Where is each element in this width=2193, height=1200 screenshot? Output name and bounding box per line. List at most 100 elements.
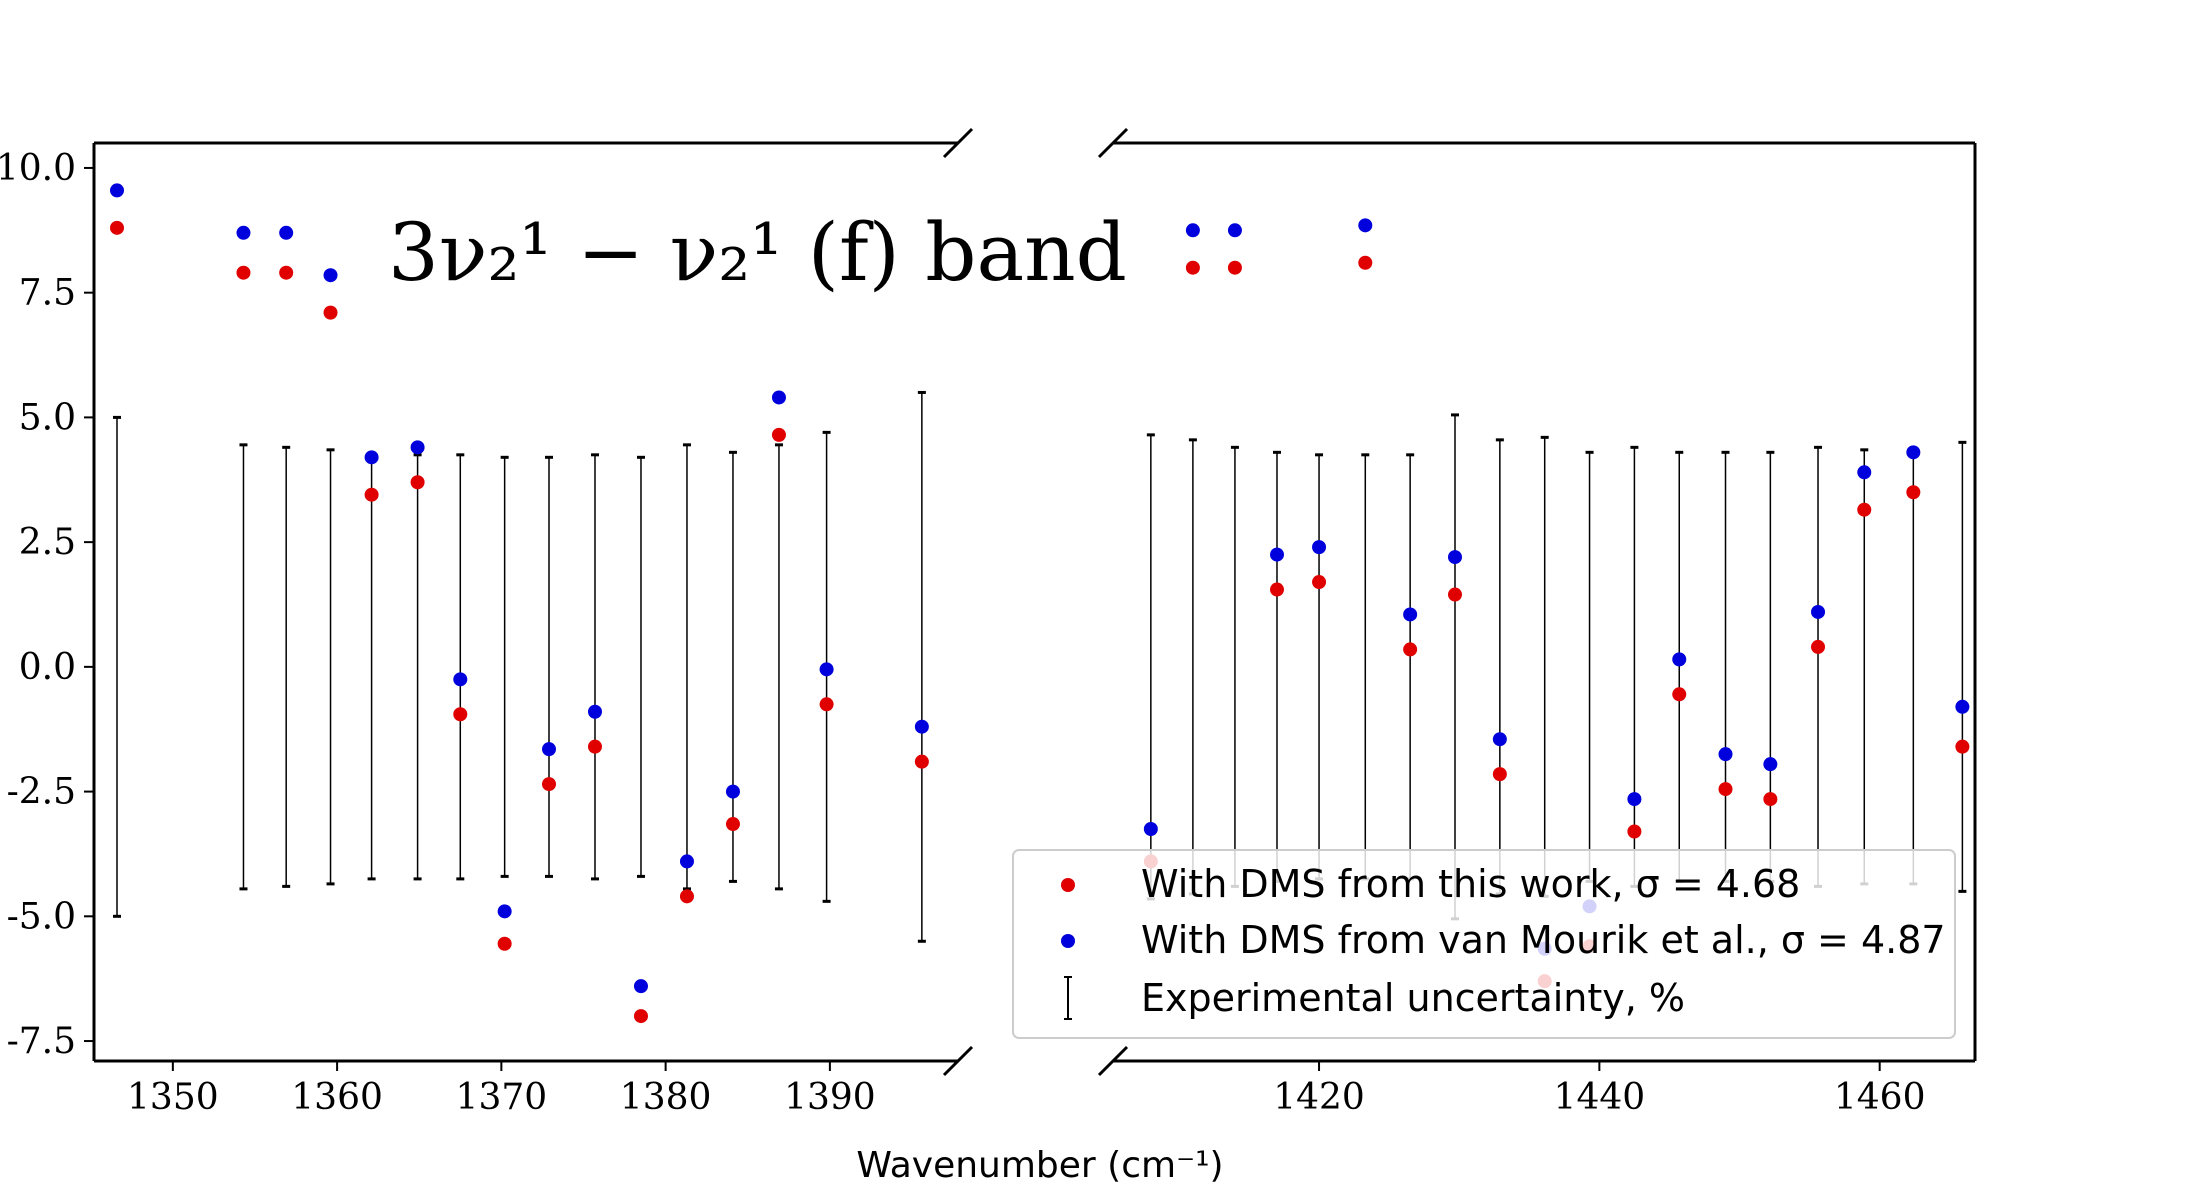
point-van-mourik (633, 979, 648, 994)
legend-marker-van-mourik (1061, 934, 1075, 948)
point-van-mourik (819, 662, 834, 677)
error-bar (1675, 450, 1684, 883)
point-van-mourik (410, 440, 425, 455)
error-bar (1540, 435, 1549, 898)
x-tick-label: 1390 (784, 1077, 876, 1118)
point-van-mourik (725, 784, 740, 799)
error-bar (456, 453, 465, 881)
point-van-mourik (1143, 822, 1158, 837)
point-van-mourik (1185, 223, 1200, 238)
point-this-work (1811, 639, 1826, 654)
error-bar (112, 415, 121, 918)
error-bar (1450, 413, 1459, 921)
error-bar (326, 448, 335, 886)
error-bar (367, 453, 376, 881)
point-this-work (1269, 582, 1284, 597)
y-tick-label: 10.0 (0, 148, 76, 189)
x-tick-label: 1380 (620, 1077, 712, 1118)
error-bar (500, 455, 509, 878)
y-tick-label: 2.5 (19, 522, 76, 563)
point-van-mourik (236, 225, 251, 240)
point-van-mourik (1269, 547, 1284, 562)
point-this-work (1857, 502, 1872, 517)
point-van-mourik (453, 672, 468, 687)
x-tick-label: 1420 (1273, 1077, 1365, 1118)
point-this-work (1358, 255, 1373, 270)
y-tick-label: -5.0 (7, 896, 76, 937)
error-bar (1188, 438, 1197, 896)
point-van-mourik (771, 390, 786, 405)
error-bar (1361, 453, 1370, 881)
legend-box (1012, 849, 1956, 1039)
point-van-mourik (1627, 792, 1642, 807)
y-tick-label: 0.0 (19, 647, 76, 688)
point-van-mourik (679, 854, 694, 869)
break-mark (942, 1045, 974, 1077)
point-van-mourik (364, 450, 379, 465)
point-this-work (541, 777, 556, 792)
point-this-work (236, 265, 251, 280)
y-tick-label: -2.5 (7, 772, 76, 813)
x-tick-label: 1440 (1554, 1077, 1646, 1118)
point-van-mourik (323, 268, 338, 283)
point-this-work (679, 889, 694, 904)
point-this-work (1955, 739, 1970, 754)
y-tick-label: 5.0 (19, 397, 76, 438)
point-van-mourik (1492, 732, 1507, 747)
error-bar (682, 443, 691, 891)
error-bar (1230, 445, 1239, 888)
break-mark (942, 127, 974, 159)
error-bar (1272, 450, 1281, 883)
error-bar (544, 455, 553, 878)
point-van-mourik (541, 742, 556, 757)
point-van-mourik (1227, 223, 1242, 238)
left-panel: 1350 1360 1370 1380 1390 -7.5 -5.0 -2.5 0.0 2.5 5.… (0, 141, 958, 1118)
error-bar (917, 390, 926, 943)
point-this-work (364, 487, 379, 502)
point-this-work (1312, 575, 1327, 590)
error-bar (590, 453, 599, 881)
point-this-work (725, 817, 740, 832)
y-tick-label: -7.5 (7, 1021, 76, 1062)
point-van-mourik (1857, 465, 1872, 480)
point-van-mourik (1447, 550, 1462, 565)
error-bar (1909, 448, 1918, 886)
point-this-work (453, 707, 468, 722)
right-panel: 1420 1440 1460 (1113, 141, 1977, 1118)
point-this-work (497, 936, 512, 951)
error-bar (1630, 445, 1639, 888)
point-this-work (1672, 687, 1687, 702)
legend-marker-errorbar (1064, 976, 1072, 1020)
error-bar (1406, 453, 1415, 881)
legend-label-uncertainty: Experimental uncertainty, % (1141, 976, 1685, 1020)
point-van-mourik (497, 904, 512, 919)
error-bar (636, 455, 645, 878)
point-this-work (1718, 782, 1733, 797)
y-tick-label: 7.5 (19, 273, 76, 314)
point-this-work (1185, 260, 1200, 275)
error-bar (1766, 450, 1775, 883)
point-van-mourik (1312, 540, 1327, 555)
error-bar (239, 443, 248, 891)
point-this-work (109, 220, 124, 235)
point-van-mourik (1672, 652, 1687, 667)
error-bar (282, 445, 291, 888)
point-van-mourik (914, 719, 929, 734)
legend-label-this-work: With DMS from this work, σ = 4.68 (1141, 862, 1800, 906)
point-van-mourik (1811, 604, 1826, 619)
point-this-work (323, 305, 338, 320)
point-this-work (914, 754, 929, 769)
error-bar (1315, 453, 1324, 881)
point-van-mourik (1906, 445, 1921, 460)
chart-title: 3ν₂¹ − ν₂¹ (f) band (388, 206, 1127, 299)
x-tick-label: 1360 (291, 1077, 383, 1118)
error-bar (413, 453, 422, 881)
point-this-work (279, 265, 294, 280)
point-van-mourik (587, 704, 602, 719)
error-bar (774, 443, 783, 891)
point-this-work (771, 427, 786, 442)
point-van-mourik (279, 225, 294, 240)
point-this-work (587, 739, 602, 754)
legend-marker-this-work (1061, 878, 1075, 892)
